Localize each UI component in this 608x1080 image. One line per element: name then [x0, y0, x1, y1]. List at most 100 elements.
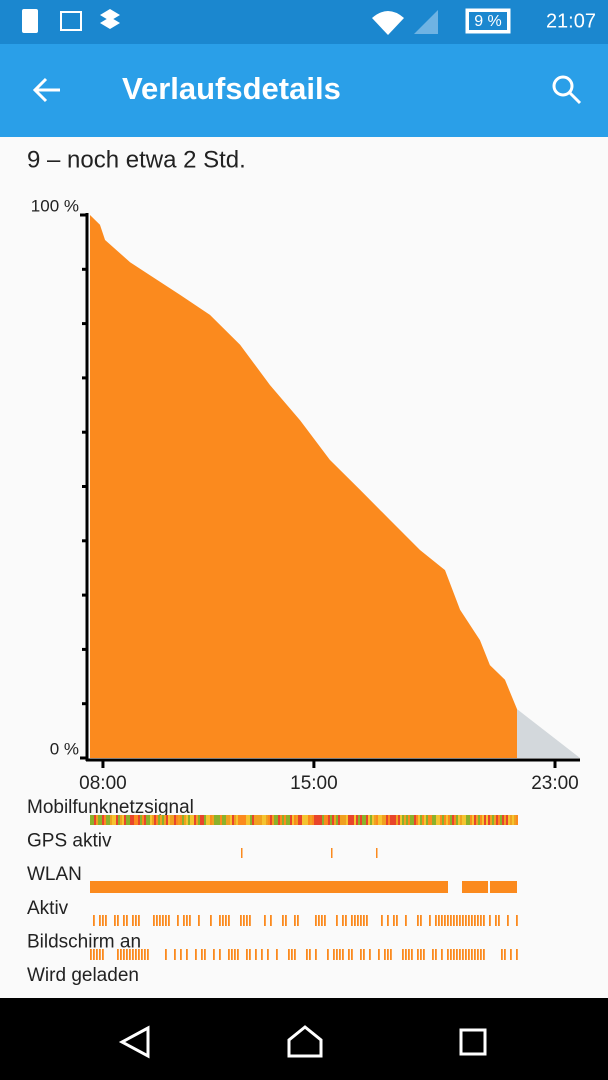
back-button[interactable]: [32, 77, 60, 103]
search-button[interactable]: [552, 75, 582, 105]
active-strip: [483, 915, 485, 926]
signal-strip: [408, 815, 410, 825]
signal-strip: [142, 815, 144, 825]
active-strip: [240, 915, 242, 926]
signal-strip: [112, 815, 114, 825]
signal-strip: [366, 815, 368, 825]
signal-strip: [288, 815, 290, 825]
signal-strip: [454, 815, 456, 825]
screen-strip: [276, 949, 278, 960]
signal-strip: [392, 815, 394, 825]
active-strip: [153, 915, 155, 926]
active-strip: [219, 915, 221, 926]
signal-strip: [274, 815, 276, 825]
signal-strip: [410, 815, 412, 825]
signal-strip: [126, 815, 128, 825]
nav-home[interactable]: [287, 1025, 323, 1058]
signal-strip: [468, 815, 470, 825]
signal-strip: [428, 815, 430, 825]
signal-strip: [148, 815, 150, 825]
signal-strip: [232, 815, 234, 825]
nav-back[interactable]: [118, 1025, 150, 1059]
signal-strip: [378, 815, 380, 825]
active-strip: [105, 915, 107, 926]
active-strip: [249, 915, 251, 926]
active-strip: [498, 915, 500, 926]
signal-strip: [150, 815, 152, 825]
signal-strip: [198, 815, 200, 825]
signal-strip: [190, 815, 192, 825]
nav-recent[interactable]: [459, 1028, 487, 1056]
screen-strip: [360, 949, 362, 960]
active-strip: [441, 915, 443, 926]
active-strip: [225, 915, 227, 926]
signal-strip: [186, 815, 188, 825]
screen-strip: [123, 949, 125, 960]
signal-strip: [448, 815, 450, 825]
signal-strip: [96, 815, 98, 825]
screen-strip: [237, 949, 239, 960]
gps-strip: [331, 848, 333, 858]
signal-strip: [494, 815, 496, 825]
signal-strip: [346, 815, 348, 825]
active-strip: [420, 915, 422, 926]
signal-strip: [458, 815, 460, 825]
signal-strip: [514, 815, 516, 825]
signal-strip: [280, 815, 282, 825]
active-strip: [387, 915, 389, 926]
signal-strip: [176, 815, 178, 825]
screen-strip: [504, 949, 506, 960]
signal-strip: [472, 815, 474, 825]
signal-strip: [180, 815, 182, 825]
screen-strip: [483, 949, 485, 960]
active-strip: [459, 915, 461, 926]
signal-strip: [108, 815, 110, 825]
signal-strip: [334, 815, 336, 825]
screen-strip: [336, 949, 338, 960]
screen-strip: [213, 949, 215, 960]
signal-icon: [414, 10, 438, 34]
signal-strip: [260, 815, 262, 825]
signal-strip: [116, 815, 118, 825]
signal-strip: [242, 815, 244, 825]
signal-strip: [110, 815, 112, 825]
active-strip: [126, 915, 128, 926]
screen-strip: [405, 949, 407, 960]
active-strip: [351, 915, 353, 926]
active-strip: [186, 915, 188, 926]
active-strip: [363, 915, 365, 926]
signal-strip: [254, 815, 256, 825]
active-strip: [507, 915, 509, 926]
signal-strip: [118, 815, 120, 825]
active-strip: [156, 915, 158, 926]
signal-strip: [94, 815, 96, 825]
screen-strip: [96, 949, 98, 960]
screen-strip: [480, 949, 482, 960]
active-strip: [297, 915, 299, 926]
signal-strip: [320, 815, 322, 825]
summary: 9 – noch etwa 2 Std.: [27, 146, 246, 173]
signal-strip: [364, 815, 366, 825]
screen-strip: [291, 949, 293, 960]
screen-strip: [234, 949, 236, 960]
active-strip: [183, 915, 185, 926]
signal-strip: [172, 815, 174, 825]
screen-strip: [411, 949, 413, 960]
signal-strip: [128, 815, 130, 825]
signal-strip: [296, 815, 298, 825]
screen-strip: [129, 949, 131, 960]
signal-strip: [152, 815, 154, 825]
active-strip: [243, 915, 245, 926]
signal-strip: [120, 815, 122, 825]
signal-strip: [372, 815, 374, 825]
signal-strip: [218, 815, 220, 825]
active-strip: [405, 915, 407, 926]
signal-strip: [382, 815, 384, 825]
signal-strip: [222, 815, 224, 825]
signal-strip: [400, 815, 402, 825]
signal-strip: [516, 815, 518, 825]
signal-strip: [492, 815, 494, 825]
signal-strip: [510, 815, 512, 825]
active-strip: [474, 915, 476, 926]
signal-strip: [456, 815, 458, 825]
